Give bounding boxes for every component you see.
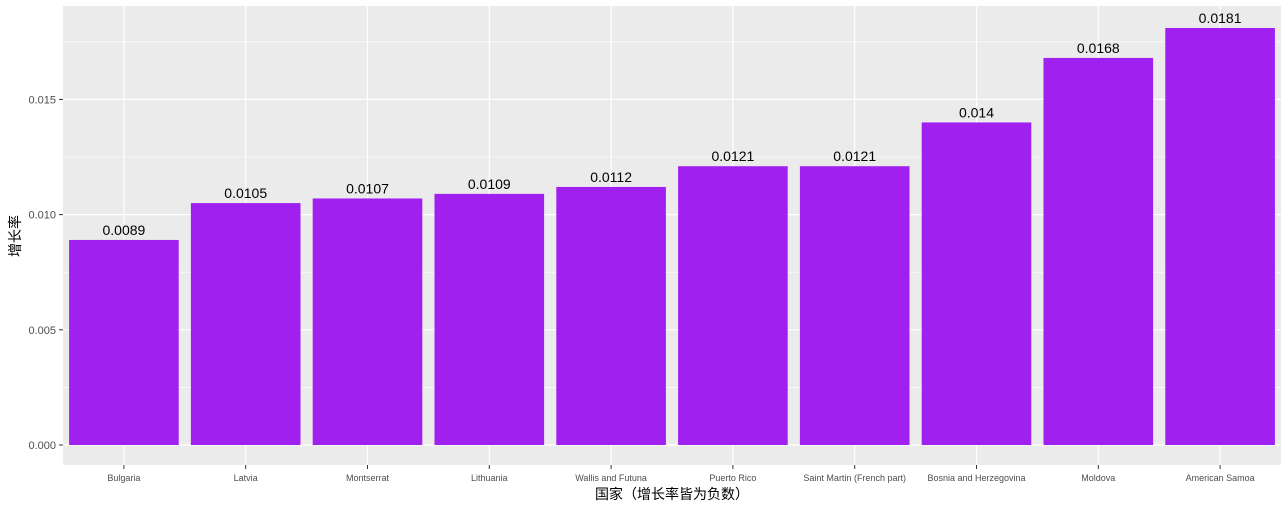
bars <box>69 27 1275 445</box>
y-tick-label: 0.005 <box>28 325 56 337</box>
bar <box>312 198 423 445</box>
x-tick-label: Latvia <box>234 473 258 483</box>
bar <box>69 239 179 445</box>
x-tick-label: American Samoa <box>1186 473 1255 483</box>
data-label: 0.0105 <box>224 185 267 201</box>
data-label: 0.0121 <box>711 148 754 164</box>
y-axis-title: 增长率 <box>7 215 24 257</box>
y-axis: 0.000 0.005 0.010 0.015 <box>28 94 63 452</box>
y-tick-label: 0.015 <box>28 94 56 106</box>
x-tick-label: Wallis and Futuna <box>575 473 647 483</box>
bar <box>678 166 788 445</box>
x-axis-title: 国家（增长率皆为负数） <box>595 486 749 503</box>
bar <box>799 166 910 445</box>
bar <box>1165 27 1275 445</box>
x-tick-label: Puerto Rico <box>709 473 756 483</box>
data-label: 0.0112 <box>590 169 632 185</box>
data-label: 0.0107 <box>346 180 389 196</box>
x-tick-label: Montserrat <box>346 473 390 483</box>
x-tick-label: Saint Martin (French part) <box>803 473 906 483</box>
bar <box>921 122 1032 445</box>
bar <box>190 203 301 445</box>
data-label: 0.0109 <box>468 176 511 192</box>
data-labels: 0.0089 0.0105 0.0107 0.0109 0.0112 0.0121 0.01… <box>102 10 1241 238</box>
data-label: 0.0089 <box>102 222 145 238</box>
y-tick-label: 0.000 <box>28 440 56 452</box>
x-axis: Bulgaria Latvia Montserrat Lithuania Wallis … <box>107 465 1255 483</box>
y-tick-label: 0.010 <box>28 210 56 222</box>
x-tick-label: Bulgaria <box>107 473 140 483</box>
data-label: 0.0121 <box>833 148 876 164</box>
x-tick-label: Bosnia and Herzegovina <box>927 473 1025 483</box>
bar <box>434 193 545 445</box>
data-label: 0.0168 <box>1077 40 1120 56</box>
data-label: 0.014 <box>959 104 994 120</box>
data-label: 0.0181 <box>1199 10 1242 26</box>
x-tick-label: Moldova <box>1081 473 1115 483</box>
x-tick-label: Lithuania <box>471 473 508 483</box>
bar <box>1043 57 1154 445</box>
bar <box>556 186 666 445</box>
